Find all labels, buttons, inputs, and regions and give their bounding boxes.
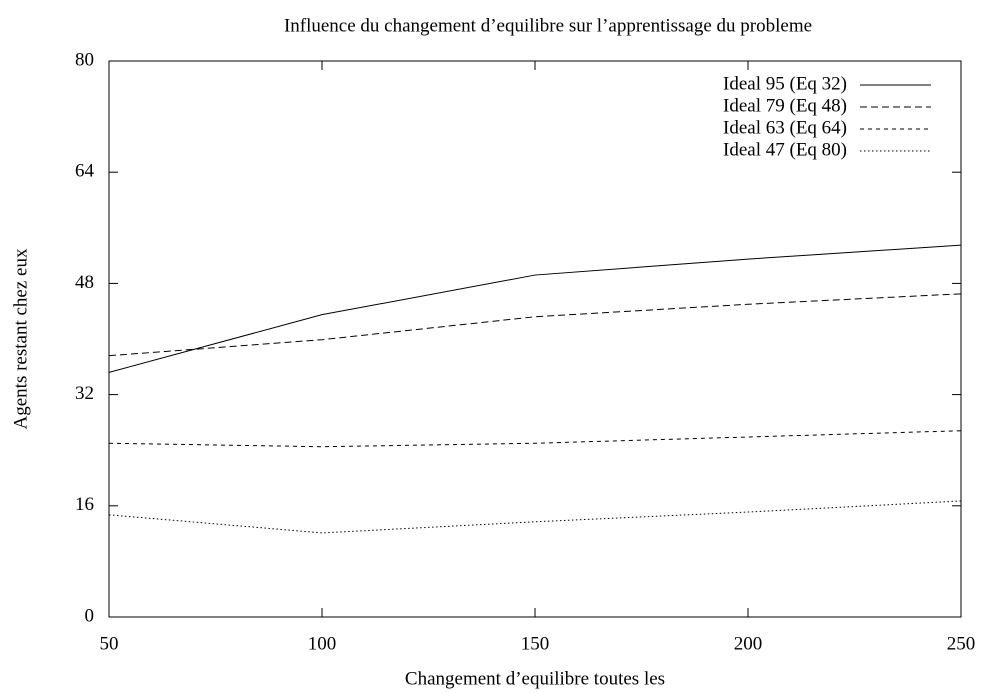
y-tick-label: 48 <box>75 272 94 293</box>
y-tick-label: 64 <box>75 161 95 182</box>
x-tick-label: 200 <box>734 633 763 654</box>
chart-title: Influence du changement d’equilibre sur … <box>284 15 812 36</box>
series-line <box>108 430 962 448</box>
legend-label: Ideal 47 (Eq 80) <box>723 139 847 160</box>
y-tick-label: 80 <box>75 49 94 70</box>
y-tick-label: 16 <box>75 494 94 515</box>
series-line <box>108 500 962 534</box>
x-tick-label: 150 <box>521 633 550 654</box>
x-tick-label: 250 <box>947 633 976 654</box>
legend-label: Ideal 63 (Eq 64) <box>723 117 847 138</box>
legend-label: Ideal 95 (Eq 32) <box>723 73 847 94</box>
series-line <box>108 244 962 373</box>
x-tick-label: 100 <box>308 633 337 654</box>
series-line <box>108 293 962 357</box>
legend-label: Ideal 79 (Eq 48) <box>723 95 847 116</box>
x-axis-label: Changement d’equilibre toutes les <box>405 668 665 689</box>
y-tick-label: 0 <box>85 605 95 626</box>
x-tick-label: 50 <box>100 633 119 654</box>
y-axis-label: Agents restant chez eux <box>10 248 31 429</box>
y-tick-label: 32 <box>75 383 94 404</box>
